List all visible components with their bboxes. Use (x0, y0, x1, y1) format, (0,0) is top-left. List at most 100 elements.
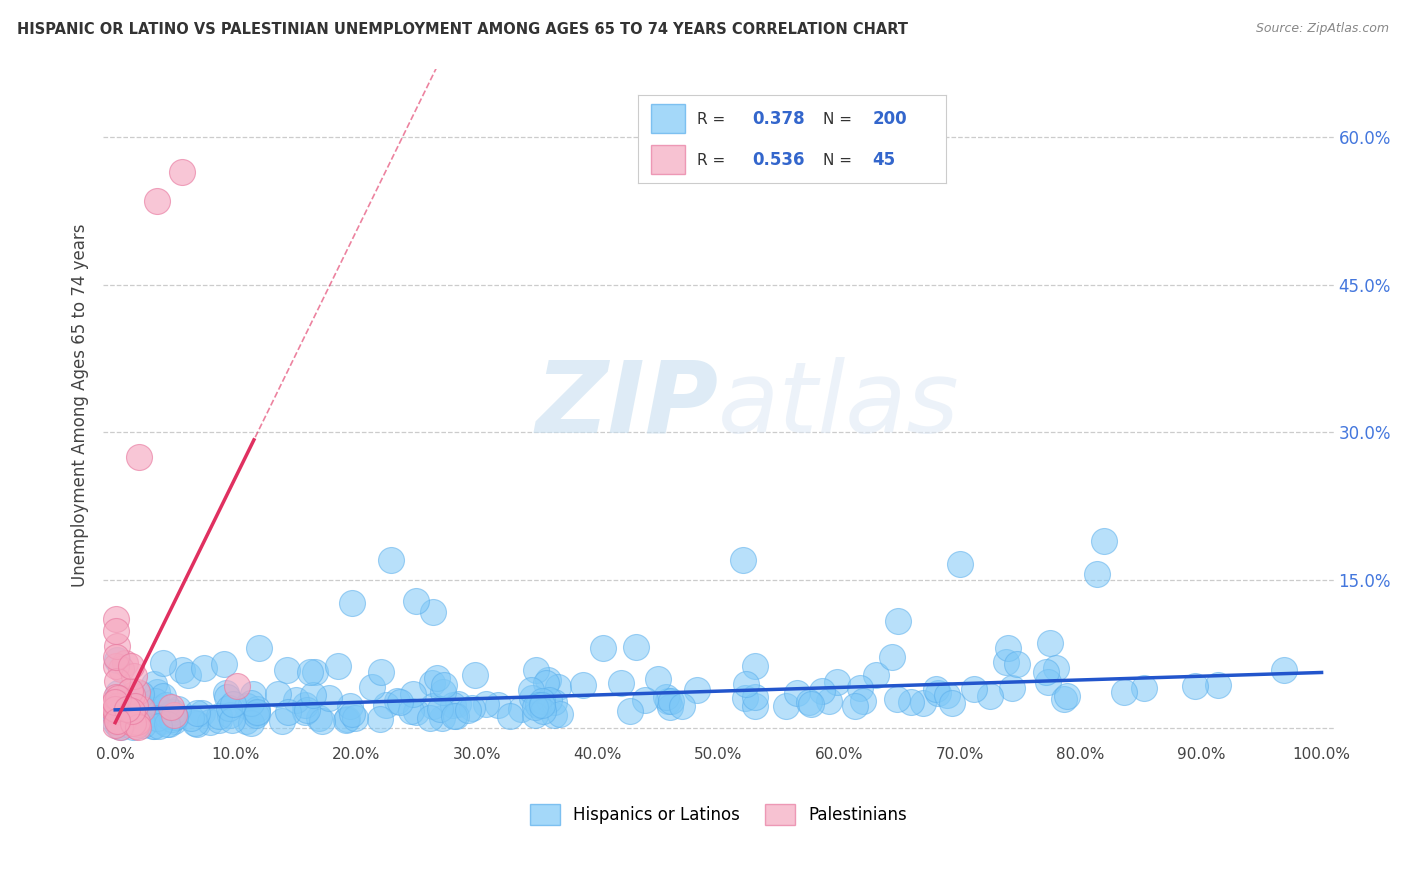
Point (1272, 663, 1295, 677)
Point (633, 693, 655, 707)
Point (308, 710, 330, 724)
Point (447, 697, 470, 711)
Point (531, 698, 554, 712)
Point (270, 714, 292, 728)
Point (530, 694, 553, 708)
Point (105, 673, 128, 688)
Point (1036, 674, 1059, 689)
Point (1056, 690, 1078, 704)
Point (111, 714, 134, 728)
Point (731, 553, 754, 567)
Point (800, 697, 823, 711)
Point (247, 640, 270, 655)
Point (419, 711, 441, 725)
Point (486, 698, 509, 712)
Point (160, 712, 183, 726)
Point (886, 692, 908, 706)
Point (887, 614, 910, 628)
Point (422, 606, 444, 620)
Text: HISPANIC OR LATINO VS PALESTINIAN UNEMPLOYMENT AMONG AGES 65 TO 74 YEARS CORRELA: HISPANIC OR LATINO VS PALESTINIAN UNEMPL… (17, 22, 908, 37)
Point (148, 719, 170, 733)
Point (301, 688, 323, 702)
Point (112, 704, 135, 718)
Point (104, 718, 127, 732)
Text: Source: ZipAtlas.com: Source: ZipAtlas.com (1256, 22, 1389, 36)
Point (659, 699, 682, 714)
Point (523, 699, 546, 714)
Point (949, 557, 972, 571)
Point (429, 701, 451, 715)
Point (1094, 533, 1116, 548)
Point (105, 611, 128, 625)
Point (236, 698, 259, 713)
Point (125, 718, 148, 732)
Point (240, 696, 263, 710)
Point (112, 711, 135, 725)
Point (152, 689, 174, 703)
Point (105, 624, 128, 638)
Point (523, 708, 546, 723)
Point (112, 702, 135, 716)
Point (374, 698, 396, 713)
Point (131, 699, 153, 714)
Point (163, 714, 186, 728)
Point (443, 709, 465, 723)
Point (110, 662, 132, 676)
Point (572, 677, 595, 691)
Point (191, 706, 214, 721)
Point (979, 689, 1001, 703)
Point (844, 698, 866, 713)
Point (328, 658, 350, 673)
Point (145, 711, 167, 725)
Point (132, 718, 155, 732)
Point (900, 695, 922, 709)
Point (464, 668, 486, 682)
Point (963, 682, 986, 697)
Point (430, 711, 453, 725)
Point (380, 553, 402, 567)
Point (655, 690, 678, 704)
Point (245, 708, 267, 723)
Point (146, 194, 169, 209)
Point (127, 684, 149, 698)
Text: ZIP: ZIP (536, 357, 718, 454)
Point (520, 683, 543, 698)
Point (461, 701, 484, 715)
Point (163, 707, 186, 722)
Point (111, 692, 134, 706)
Point (127, 709, 149, 723)
Point (128, 450, 150, 464)
Point (592, 641, 614, 656)
Point (882, 650, 904, 665)
Point (811, 684, 834, 698)
Point (221, 713, 243, 727)
Point (388, 695, 411, 709)
Point (105, 650, 128, 665)
Point (163, 710, 186, 724)
Point (457, 703, 479, 717)
Point (534, 676, 557, 690)
Point (686, 682, 709, 697)
Point (735, 677, 758, 691)
Point (797, 695, 820, 709)
Point (124, 699, 146, 714)
Point (537, 673, 560, 688)
Point (215, 686, 238, 700)
Point (538, 693, 561, 707)
Point (609, 676, 631, 690)
Point (657, 694, 679, 708)
Point (1085, 566, 1108, 581)
Point (143, 677, 166, 691)
Text: atlas: atlas (718, 357, 960, 454)
Point (1133, 681, 1156, 695)
Point (219, 707, 242, 722)
Point (104, 705, 127, 719)
Point (105, 714, 128, 728)
Point (114, 696, 136, 710)
Point (734, 691, 756, 706)
Point (548, 706, 571, 721)
Point (335, 712, 357, 726)
Point (156, 717, 179, 731)
Point (108, 720, 131, 734)
Point (659, 693, 682, 707)
